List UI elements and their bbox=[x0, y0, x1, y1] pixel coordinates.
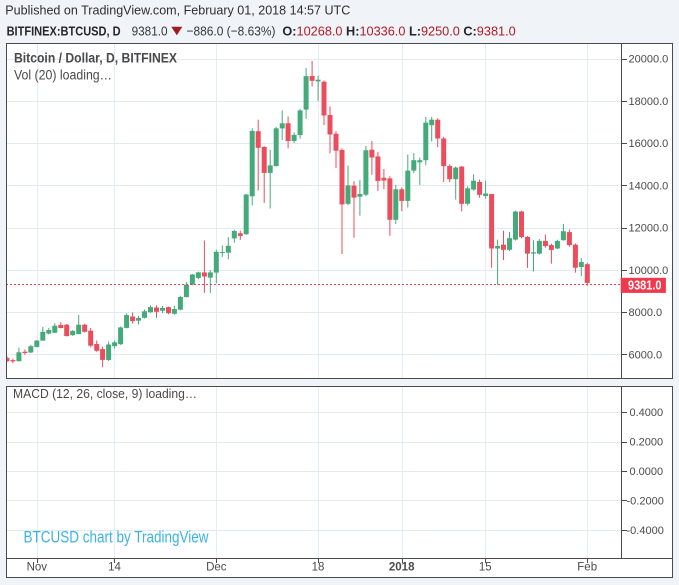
svg-text:Dec: Dec bbox=[206, 562, 227, 574]
svg-text:2018: 2018 bbox=[389, 562, 415, 574]
svg-text:18: 18 bbox=[312, 562, 325, 574]
svg-text:14000.0: 14000.0 bbox=[629, 180, 669, 192]
svg-text:O:10268.0 H:10336.0 L:9250.0 C: O:10268.0 H:10336.0 L:9250.0 C:9381.0 bbox=[282, 24, 515, 39]
svg-text:Published on TradingView.com,: Published on TradingView.com, February 0… bbox=[5, 4, 350, 18]
svg-text:8000.0: 8000.0 bbox=[629, 307, 663, 319]
svg-text:Feb: Feb bbox=[577, 562, 597, 574]
svg-text:0.0000: 0.0000 bbox=[630, 466, 664, 478]
svg-text:-0.4000: -0.4000 bbox=[627, 525, 664, 537]
svg-text:Vol (20) loading…: Vol (20) loading… bbox=[14, 68, 112, 83]
svg-text:9381.0: 9381.0 bbox=[132, 24, 168, 39]
svg-text:9381.0: 9381.0 bbox=[628, 279, 662, 293]
svg-text:12000.0: 12000.0 bbox=[629, 223, 669, 235]
svg-text:−886.0 (−8.63%): −886.0 (−8.63%) bbox=[187, 24, 276, 39]
svg-text:16000.0: 16000.0 bbox=[629, 138, 669, 150]
svg-text:18000.0: 18000.0 bbox=[629, 96, 669, 108]
svg-text:BTCUSD chart by TradingView: BTCUSD chart by TradingView bbox=[24, 529, 209, 547]
svg-text:20000.0: 20000.0 bbox=[629, 54, 669, 66]
svg-text:0.4000: 0.4000 bbox=[630, 407, 664, 419]
svg-text:-0.2000: -0.2000 bbox=[627, 496, 664, 508]
svg-text:14: 14 bbox=[108, 562, 121, 574]
svg-text:Nov: Nov bbox=[27, 562, 48, 574]
svg-text:15: 15 bbox=[479, 562, 492, 574]
svg-text:0.2000: 0.2000 bbox=[630, 437, 664, 449]
svg-text:Bitcoin / Dollar, D, BITFINEX: Bitcoin / Dollar, D, BITFINEX bbox=[14, 50, 178, 66]
svg-text:BITFINEX:BTCUSD, D: BITFINEX:BTCUSD, D bbox=[7, 24, 121, 39]
svg-text:10000.0: 10000.0 bbox=[629, 265, 669, 277]
svg-text:MACD (12, 26, close, 9) loadin: MACD (12, 26, close, 9) loading… bbox=[13, 387, 197, 401]
svg-text:6000.0: 6000.0 bbox=[629, 349, 663, 361]
